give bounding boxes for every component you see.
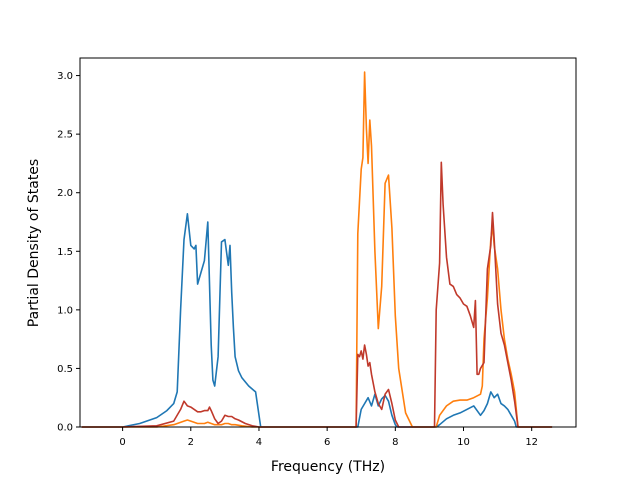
y-axis-ticks: 0.0 0.5 1.0 1.5 2.0 2.5 3.0 — [57, 71, 80, 434]
y-tick-label: 0.0 — [57, 423, 73, 434]
x-tick-label: 8 — [392, 437, 398, 448]
x-tick-label: 10 — [457, 437, 470, 448]
y-axis-label: Partial Density of States — [26, 159, 42, 327]
x-tick-label: 6 — [324, 437, 330, 448]
y-tick-label: 1.5 — [57, 247, 73, 258]
y-tick-label: 0.5 — [57, 364, 73, 375]
y-tick-label: 3.0 — [57, 71, 73, 82]
x-tick-label: 4 — [256, 437, 262, 448]
y-tick-label: 2.5 — [57, 130, 73, 141]
x-tick-label: 12 — [525, 437, 538, 448]
x-tick-label: 0 — [119, 437, 125, 448]
y-tick-label: 1.0 — [57, 305, 73, 316]
series-line-3 — [81, 161, 553, 428]
x-axis-ticks: 0 2 4 6 8 10 12 — [119, 427, 538, 448]
plot-frame — [79, 57, 577, 428]
y-tick-label: 2.0 — [57, 188, 73, 199]
x-tick-label: 2 — [188, 437, 194, 448]
x-axis-label: Frequency (THz) — [271, 459, 385, 475]
